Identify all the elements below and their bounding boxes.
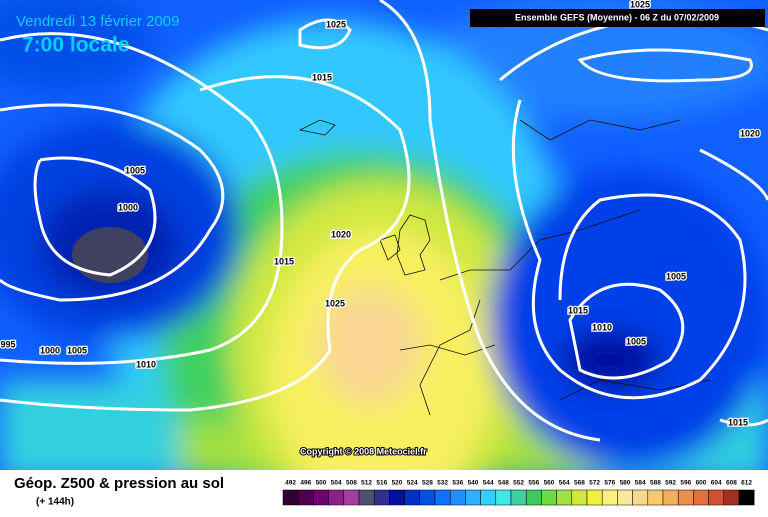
colorbar-swatch (541, 489, 557, 506)
colorbar-label: 528 (422, 480, 433, 487)
colorbar-label: 572 (589, 480, 600, 487)
colorbar-label: 500 (316, 480, 327, 487)
colorbar-label: 548 (498, 480, 509, 487)
colorbar-swatch (601, 489, 618, 506)
isobar-label: 1010 (136, 359, 156, 369)
isobar-label: 1005 (125, 165, 145, 175)
colorbar-swatch (708, 489, 725, 506)
colorbar-swatch (586, 489, 603, 506)
isobar-label: 1025 (326, 19, 346, 29)
colorbar-label: 504 (331, 480, 342, 487)
colorbar-label: 532 (437, 480, 448, 487)
model-box (470, 9, 765, 27)
colorbar-label: 600 (696, 480, 707, 487)
model: Ensemble GEFS (Moyenne) - 06 Z du 07/02/… (515, 12, 719, 22)
colorbar-label: 536 (452, 480, 463, 487)
colorbar-swatch (571, 489, 588, 506)
isobar-label: 1010 (592, 322, 612, 332)
colorbar-swatch (358, 489, 375, 506)
colorbar-label: 592 (665, 480, 676, 487)
isobar-label: 1020 (740, 128, 760, 138)
colorbar-label: 520 (392, 480, 403, 487)
isobar-label: 1005 (626, 336, 646, 346)
colorbar-swatch (677, 489, 694, 506)
colorbar-swatch (297, 489, 314, 506)
colorbar-label: 568 (574, 480, 585, 487)
colorbar-label: 612 (741, 480, 752, 487)
colorbar-label: 580 (620, 480, 631, 487)
isobar-label: 1020 (331, 229, 351, 239)
colorbar-swatch (480, 489, 497, 506)
colorbar-label: 576 (604, 480, 615, 487)
colorbar-swatch (662, 489, 679, 506)
colorbar-label: 596 (680, 480, 691, 487)
colorbar-label: 584 (635, 480, 646, 487)
colorbar-swatch (495, 489, 512, 506)
isobar-label: 1005 (67, 345, 87, 355)
colorbar-label: 544 (483, 480, 494, 487)
isobar-label: 995 (0, 339, 15, 349)
isobar-label: 1015 (728, 417, 748, 427)
colorbar-swatch (328, 489, 345, 506)
colorbar-swatch (343, 489, 360, 506)
colorbar-swatch (617, 489, 633, 506)
colorbar-swatch (632, 489, 649, 506)
isobar-label: 1015 (568, 305, 588, 315)
colorbar-swatch (510, 489, 527, 506)
colorbar-swatch (449, 489, 466, 506)
colorbar-swatch (373, 489, 390, 506)
time: 7:00 locale (22, 34, 129, 57)
colorbar-swatch (404, 489, 421, 506)
colorbar-swatch (465, 489, 481, 506)
isobar-label: 1025 (630, 0, 650, 9)
colorbar-swatch (313, 489, 329, 506)
footer-title: Géop. Z500 & pression au sol (14, 475, 224, 492)
colorbar-label: 540 (468, 480, 479, 487)
colorbar-label: 512 (361, 480, 372, 487)
isobar-label: 1025 (325, 298, 345, 308)
colorbar-swatch (434, 489, 451, 506)
isobar-label: 1015 (312, 72, 332, 82)
colorbar-label: 524 (407, 480, 418, 487)
colorbar-swatch (282, 489, 299, 506)
colorbar-swatch (693, 489, 709, 506)
colorbar-swatch (419, 489, 436, 506)
colorbar-swatch (556, 489, 573, 506)
colorbar-swatch (738, 489, 755, 506)
colorbar-label: 604 (711, 480, 722, 487)
colorbar-swatch (389, 489, 405, 506)
colorbar-swatch (525, 489, 542, 506)
colorbar-label: 588 (650, 480, 661, 487)
colorbar-swatch (647, 489, 664, 506)
colorbar-label: 508 (346, 480, 357, 487)
copyright: Copyright © 2008 Meteociel.fr (300, 446, 427, 456)
isobar-label: 1000 (118, 202, 138, 212)
date: Vendredi 13 février 2009 (16, 13, 179, 30)
colorbar-label: 496 (300, 480, 311, 487)
colorbar-swatch (723, 489, 740, 506)
colorbar-label: 560 (544, 480, 555, 487)
colorbar-label: 564 (559, 480, 570, 487)
colorbar-label: 516 (376, 480, 387, 487)
isobar-label: 1015 (274, 256, 294, 266)
isobar-label: 1005 (666, 271, 686, 281)
colorbar-label: 556 (528, 480, 539, 487)
colorbar-label: 608 (726, 480, 737, 487)
colorbar-label: 492 (285, 480, 296, 487)
footer-subtitle: (+ 144h) (36, 497, 74, 508)
colorbar-label: 552 (513, 480, 524, 487)
isobar-label: 1000 (40, 345, 60, 355)
